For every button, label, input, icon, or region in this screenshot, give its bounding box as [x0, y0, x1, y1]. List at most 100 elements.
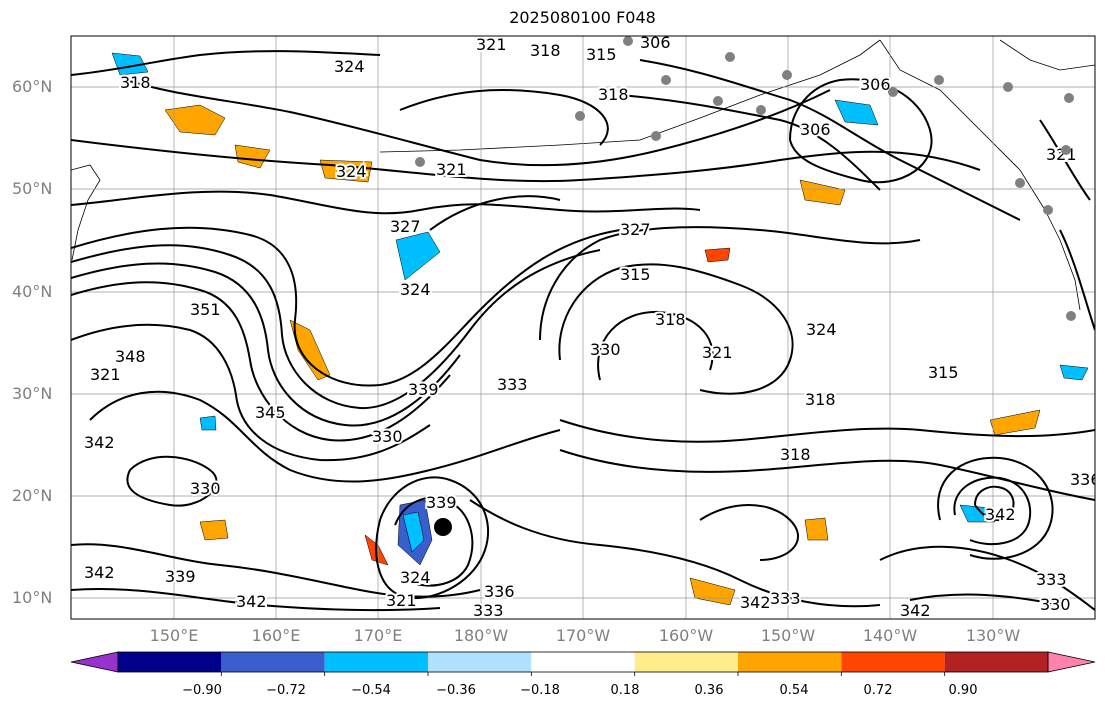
contour-label: 318: [120, 73, 151, 92]
orange-patch: [704, 247, 731, 263]
contour-label: 306: [860, 75, 891, 94]
contour-label: 339: [408, 380, 439, 399]
orange-patch: [234, 144, 271, 169]
contour-label: 315: [620, 265, 651, 284]
contour-label: 342: [84, 563, 115, 582]
contour-label: 321: [90, 365, 121, 384]
blue-patch: [834, 99, 879, 126]
contour-label: 321: [476, 35, 507, 54]
contour-label: 330: [372, 427, 403, 446]
colorbar-tick-label: 0.36: [694, 683, 724, 698]
contour-label: 342: [985, 505, 1016, 524]
colorbar-tick-label: 0.18: [610, 683, 640, 698]
colorbar-segment: [634, 652, 738, 672]
blue-patch: [395, 231, 441, 281]
blue-patch: [959, 504, 996, 523]
station-dot: [1066, 311, 1076, 321]
contour-label: 315: [928, 363, 959, 382]
contour-label: 315: [586, 45, 617, 64]
contour-label: 342: [84, 433, 115, 452]
map-title: 2025080100 F048: [509, 8, 656, 27]
map-panel: 324 321 318 315 306 318 306 306 318 324 …: [71, 33, 1095, 620]
contour-label: 327: [390, 217, 421, 236]
contour-label: 330: [590, 340, 621, 359]
contour-label: 318: [598, 85, 629, 104]
colorbar-outline: [117, 651, 1049, 673]
colorbar-tick-label: −0.90: [182, 683, 222, 698]
station-dot: [888, 87, 898, 97]
contour-label: 330: [190, 479, 221, 498]
contour-label: 321: [386, 591, 417, 610]
contour-label: 348: [115, 347, 146, 366]
contour-label: 321: [1046, 145, 1077, 164]
colorbar-arrow-right: [1047, 651, 1096, 673]
colorbar-segment: [738, 652, 842, 672]
orange-patch: [989, 409, 1041, 436]
contour-label: 339: [426, 493, 457, 512]
contour-label: 321: [436, 160, 467, 179]
contour-label: 306: [800, 120, 831, 139]
contour-label: 324: [806, 320, 837, 339]
contour-label: 339: [165, 567, 196, 586]
blue-patch: [1059, 364, 1089, 381]
lat-label: 60°N: [12, 77, 53, 96]
contour-label: 306: [640, 33, 671, 52]
lon-label: 160°E: [251, 626, 301, 645]
colorbar-tick-label: −0.54: [351, 683, 391, 698]
contour-label: 333: [1036, 570, 1067, 589]
lon-label: 140°W: [862, 626, 918, 645]
contour-label: 345: [255, 403, 286, 422]
station-dot: [623, 36, 633, 46]
lat-label: 50°N: [12, 179, 53, 198]
map-frame: [70, 35, 1096, 620]
lon-label: 160°W: [658, 626, 714, 645]
station-dot: [661, 75, 671, 85]
blue-patch: [402, 511, 425, 553]
colorbar-segment: [531, 652, 635, 672]
station-dot: [782, 70, 792, 80]
station-dot: [415, 157, 425, 167]
blue-patch: [199, 415, 217, 431]
colorbar-segment: [118, 652, 222, 672]
contour-label: 333: [770, 589, 801, 608]
lat-label: 40°N: [12, 282, 53, 301]
colorbar-tick-label: −0.36: [436, 683, 476, 698]
colorbar-tick-label: 0.72: [863, 683, 893, 698]
colorbar-segment: [221, 652, 325, 672]
lat-label: 20°N: [12, 486, 53, 505]
contour-label: 318: [805, 390, 836, 409]
orange-patch: [799, 179, 846, 206]
lon-label: 150°E: [149, 626, 199, 645]
colorbar-segment: [841, 652, 945, 672]
contour-label: 324: [400, 568, 431, 587]
contour-label: 336: [484, 582, 515, 601]
colorbar: [70, 651, 1096, 676]
contour-label: 324: [400, 280, 431, 299]
lon-label: 130°W: [965, 626, 1021, 645]
contour-label: 324: [334, 57, 365, 76]
coastline: [71, 39, 1095, 311]
station-dot: [575, 111, 585, 121]
lon-label: 170°E: [353, 626, 403, 645]
orange-patch: [289, 319, 331, 381]
contour-label: 333: [497, 375, 528, 394]
orange-patch: [199, 519, 229, 541]
contour-labels: 324 321 318 315 306 318 306 306 318 324 …: [82, 33, 1095, 620]
contour-lines: [71, 50, 1095, 612]
contour-label: 330: [1040, 595, 1071, 614]
contour-label: 324: [336, 162, 367, 181]
station-dot: [934, 75, 944, 85]
station-dot: [1061, 145, 1071, 155]
colorbar-tick-label: 0.54: [779, 683, 809, 698]
colorbar-tick-label: −0.18: [520, 683, 560, 698]
lon-label: 180°W: [453, 626, 509, 645]
station-dot: [713, 96, 723, 106]
contour-label: 333: [473, 601, 504, 620]
shading-patches: [111, 52, 1089, 606]
contour-label: 342: [740, 593, 771, 612]
colorbar-segment: [428, 652, 532, 672]
contour-label: 318: [655, 310, 686, 329]
station-dot: [651, 131, 661, 141]
orange-patch: [689, 577, 736, 606]
